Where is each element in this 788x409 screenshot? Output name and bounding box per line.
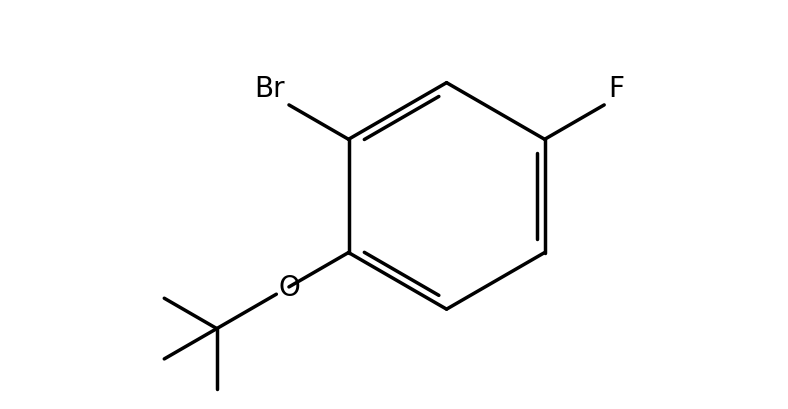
- Text: O: O: [278, 273, 300, 301]
- Text: F: F: [608, 74, 624, 102]
- Text: Br: Br: [255, 74, 285, 102]
